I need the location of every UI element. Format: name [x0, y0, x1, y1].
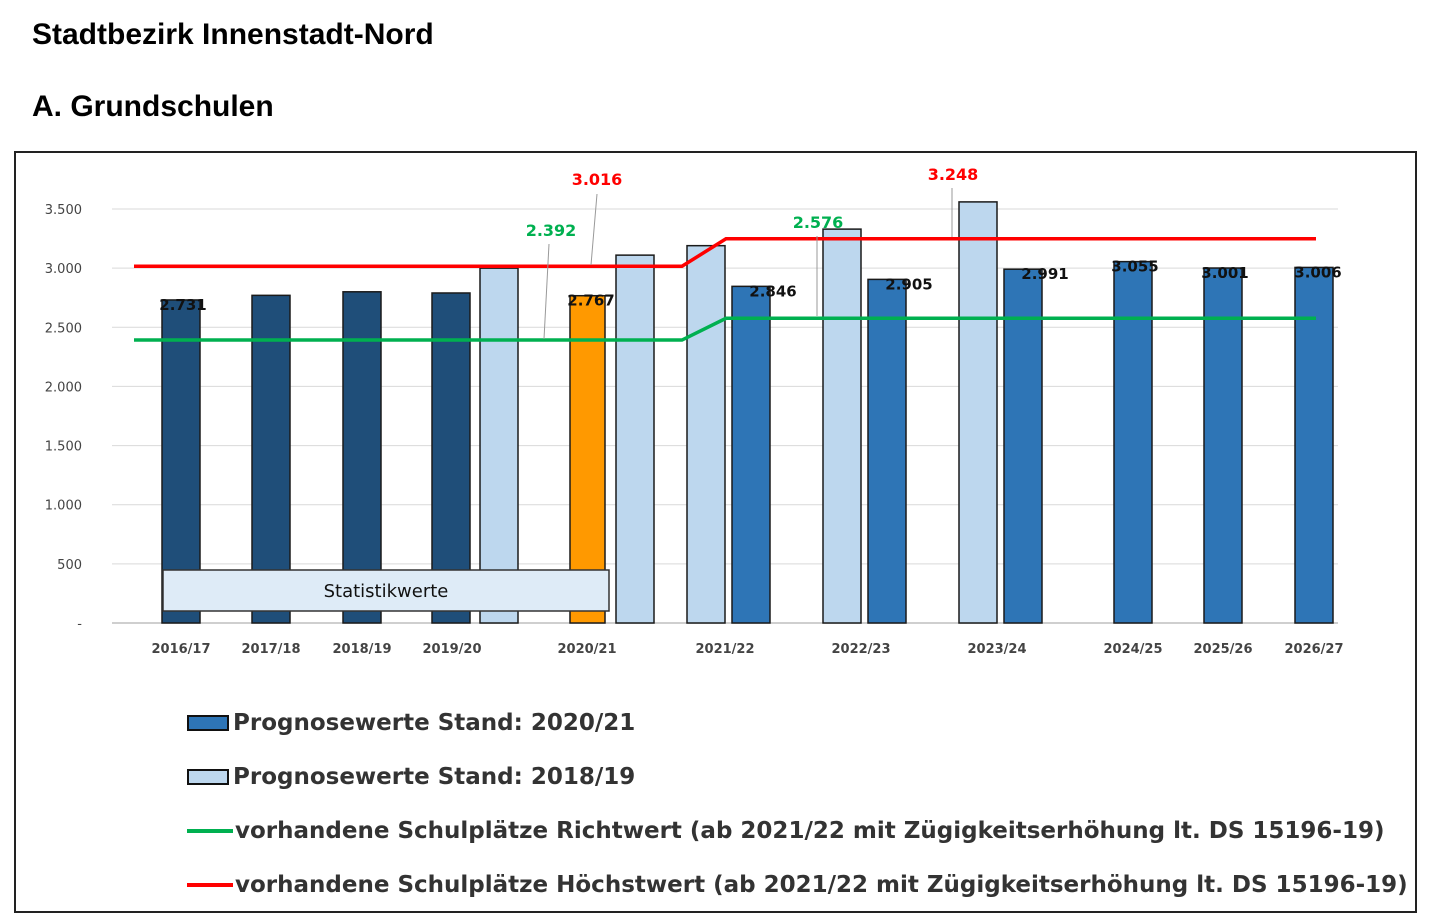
x-tick-label: 2021/22: [695, 642, 754, 657]
legend-label: vorhandene Schulplätze Richtwert (ab 202…: [235, 818, 1385, 844]
bar: [958, 201, 998, 624]
x-tick-label: 2018/19: [332, 642, 391, 657]
callout-leader: [543, 243, 550, 340]
bar: [1294, 266, 1334, 624]
data-label: 2.767: [567, 292, 614, 310]
y-tick-label: 2.500: [45, 321, 82, 336]
richtwert-line: [134, 316, 1316, 342]
legend-item-prognose-2020: Prognosewerte Stand: 2020/21: [187, 710, 635, 736]
x-tick-label: 2025/26: [1193, 642, 1252, 657]
legend-line-swatch: [187, 883, 233, 887]
bar: [1003, 268, 1043, 624]
legend-label: vorhandene Schulplätze Höchstwert (ab 20…: [235, 872, 1408, 898]
bar: [615, 254, 655, 624]
data-label: 2.905: [885, 275, 932, 293]
bar: [342, 291, 382, 624]
legend-label: Prognosewerte Stand: 2020/21: [233, 710, 636, 736]
callout-label: 2.576: [793, 213, 844, 232]
data-label: 2.846: [749, 282, 796, 300]
callout-label: 3.016: [572, 170, 623, 189]
legend-item-prognose-2018: Prognosewerte Stand: 2018/19: [187, 764, 635, 790]
callout-leader: [590, 193, 598, 266]
bar: [161, 299, 201, 624]
x-tick-label: 2026/27: [1284, 642, 1343, 657]
y-tick-label: 1.500: [45, 440, 82, 455]
statistik-box: [162, 569, 610, 612]
bar: [431, 292, 471, 624]
y-tick-label: 3.500: [45, 203, 82, 218]
data-label: 3.055: [1111, 258, 1158, 276]
x-tick-label: 2023/24: [967, 642, 1026, 657]
x-tick-label: 2019/20: [422, 642, 481, 657]
data-label: 2.991: [1021, 265, 1068, 283]
legend-item-richtwert: vorhandene Schulplätze Richtwert (ab 202…: [187, 818, 1385, 844]
data-label: 2.731: [159, 296, 206, 314]
y-tick-label: -: [77, 617, 82, 632]
y-tick-label: 2.000: [45, 380, 82, 395]
legend-label: Prognosewerte Stand: 2018/19: [233, 764, 636, 790]
x-tick-label: 2022/23: [831, 642, 890, 657]
callout-label: 2.392: [526, 221, 577, 240]
bar: [867, 278, 907, 624]
bar: [822, 228, 862, 624]
bar: [479, 267, 519, 624]
bar: [1203, 267, 1243, 624]
x-tick-label: 2016/17: [151, 642, 210, 657]
bar: [686, 244, 726, 624]
legend-swatch: [187, 715, 229, 731]
data-label: 3.001: [1201, 264, 1248, 282]
legend-swatch: [187, 769, 229, 785]
y-tick-label: 500: [57, 558, 82, 573]
legend-item-hoechstwert: vorhandene Schulplätze Höchstwert (ab 20…: [187, 872, 1408, 898]
bar: [1113, 260, 1153, 624]
bar: [569, 294, 606, 624]
x-tick-label: 2020/21: [557, 642, 616, 657]
data-label: 3.006: [1294, 263, 1341, 281]
x-tick-label: 2017/18: [241, 642, 300, 657]
callout-label: 3.248: [928, 165, 979, 184]
statistik-label: Statistikwerte: [324, 581, 449, 602]
x-tick-label: 2024/25: [1103, 642, 1162, 657]
section-title: A. Grundschulen: [32, 90, 274, 123]
page-title: Stadtbezirk Innenstadt-Nord: [32, 18, 434, 51]
hoechstwert-line: [134, 237, 1316, 269]
y-tick-label: 3.000: [45, 262, 82, 277]
chart-frame: [14, 151, 1417, 913]
legend-line-swatch: [187, 829, 233, 833]
y-tick-label: 1.000: [45, 499, 82, 514]
bar: [251, 294, 291, 624]
bar: [731, 285, 771, 624]
